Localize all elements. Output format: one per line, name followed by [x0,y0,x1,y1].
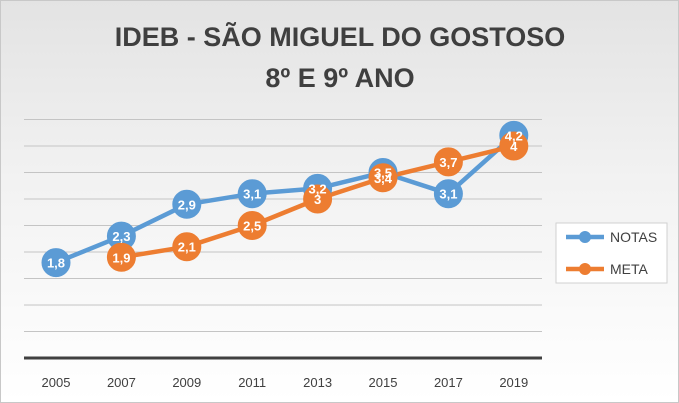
data-label: 3,1 [243,187,261,202]
data-point-notas [172,189,202,219]
data-point-notas [433,179,463,209]
legend-box [555,222,668,284]
data-point-meta [368,163,398,193]
chart-title: IDEB - SÃO MIGUEL DO GOSTOSO [115,21,566,52]
data-point-meta [499,131,529,161]
x-tick-label: 2011 [238,375,266,390]
data-label: 3 [314,192,321,207]
data-label: 3,1 [439,187,457,202]
x-tick-label: 2013 [303,375,332,390]
data-label: 1,9 [112,250,130,265]
legend: NOTAS META [555,222,668,284]
data-point-notas [237,179,267,209]
data-label: 3,7 [439,155,457,170]
data-point-meta [106,242,136,272]
x-tick-label: 2005 [42,375,71,390]
x-tick-label: 2007 [107,375,136,390]
data-label: 1,8 [47,256,65,271]
data-label: 3,4 [374,171,393,186]
data-point-meta [303,184,333,214]
data-label: 4 [510,139,518,154]
data-points: 1,8 2,3 2,9 3,1 3,2 3,5 3,1 4,2 1,9 2,1 2,5 3 3,4 3,7… [41,120,529,278]
legend-label-meta: META [610,261,649,277]
data-label: 2,9 [178,197,196,212]
data-point-meta [237,211,267,240]
x-axis: 2005 2007 2009 2011 2013 2015 2017 2019 [24,356,542,390]
legend-marker-meta [579,263,591,275]
x-tick-label: 2009 [172,375,201,390]
data-label: 2,3 [112,229,130,244]
legend-label-notas: NOTAS [610,229,657,245]
data-point-notas [41,248,71,278]
gridlines [24,119,542,332]
data-label: 4,2 [505,128,523,143]
data-point-meta [433,147,463,177]
data-label: 2,1 [178,240,196,255]
data-label: 2,5 [243,219,261,234]
x-tick-label: 2015 [369,375,398,390]
legend-marker-notas [579,231,591,243]
data-label: 3,2 [309,181,327,196]
x-tick-label: 2017 [434,375,463,390]
chart-subtitle: 8º E 9º ANO [265,63,414,93]
x-tick-label: 2019 [499,375,528,390]
data-point-meta [172,232,202,262]
data-label: 3,5 [374,166,392,181]
